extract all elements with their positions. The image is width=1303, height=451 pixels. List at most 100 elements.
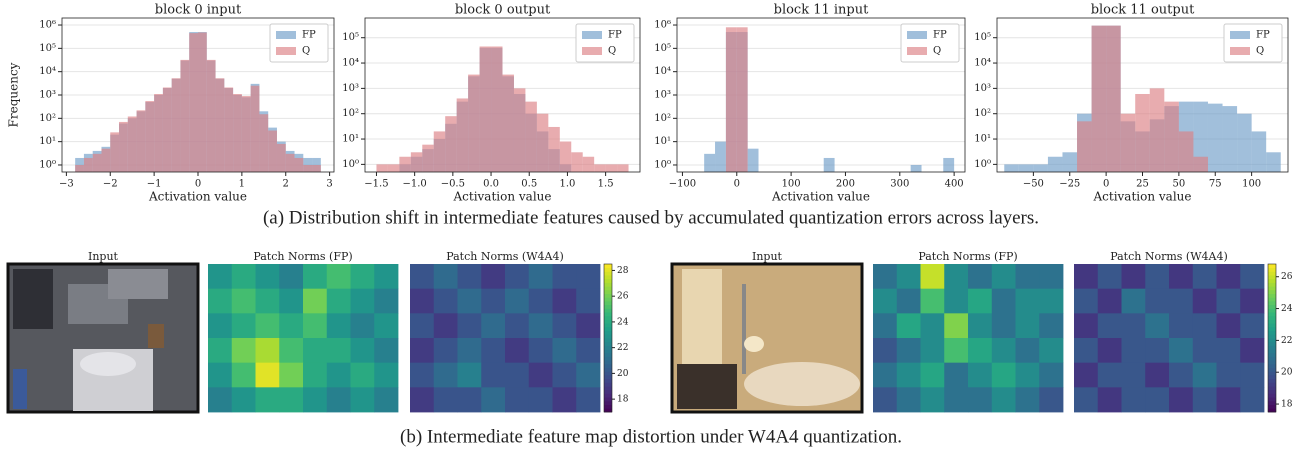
y-tick-label: 10⁵ <box>39 43 56 54</box>
heatmap-cell <box>279 362 304 388</box>
x-tick-label: 1.0 <box>559 179 575 190</box>
x-tick-label: 0 <box>1103 179 1109 190</box>
histogram-bar <box>171 78 181 172</box>
heatmap-cell <box>528 387 553 413</box>
histogram-bar <box>1193 156 1208 172</box>
heatmap-cell <box>576 288 601 314</box>
y-tick-label: 10² <box>654 113 671 124</box>
heatmap-cell <box>303 313 328 339</box>
y-tick-label: 10⁴ <box>654 66 671 77</box>
x-tick-label: 3 <box>326 179 332 190</box>
colorbar-segment <box>1268 315 1276 320</box>
y-tick-label: 10² <box>342 108 359 119</box>
heatmap-cell <box>505 288 530 314</box>
histogram-bar <box>1237 113 1252 172</box>
histogram-bar <box>206 59 216 172</box>
heatmap-cell <box>944 362 969 388</box>
histogram-bar <box>154 94 163 172</box>
heatmap-cell <box>303 387 328 413</box>
heatmap-cell <box>326 264 351 290</box>
heatmap-cell <box>374 313 399 339</box>
heatmap-cell <box>1074 313 1099 339</box>
heatmap-cell <box>920 313 945 339</box>
histogram-bar <box>1062 152 1078 172</box>
colorbar-segment <box>604 375 612 380</box>
heatmap-cell <box>1015 264 1040 290</box>
legend-label: Q <box>608 46 616 57</box>
x-tick-label: 200 <box>836 179 855 190</box>
histogram-bar <box>525 101 537 172</box>
panel-title: Patch Norms (FP) <box>253 250 352 263</box>
histogram-bar <box>1149 88 1165 172</box>
colorbar-segment <box>1268 297 1276 302</box>
legend-swatch <box>907 47 927 55</box>
colorbar-segment <box>1268 378 1276 383</box>
y-tick-label: 10² <box>974 108 991 119</box>
legend-label: FP <box>302 30 316 41</box>
histogram-bar <box>250 85 260 172</box>
heatmap-cell <box>991 387 1016 413</box>
heatmap-cell <box>896 338 921 364</box>
heatmap-cell <box>1240 338 1265 364</box>
photo-detail <box>744 336 764 352</box>
x-tick-label: −0.5 <box>441 179 465 190</box>
heatmap-cell <box>576 387 601 413</box>
axes-frame <box>676 17 966 173</box>
heatmap-cell <box>528 362 553 388</box>
heatmap-cell <box>968 387 993 413</box>
histogram-bar <box>1047 156 1063 172</box>
histogram-bar <box>594 164 606 172</box>
colorbar-segment <box>604 349 612 354</box>
x-tick-label: −1.5 <box>364 179 388 190</box>
heatmap-cell <box>1015 387 1040 413</box>
panel-title: Patch Norms (W4A4) <box>1110 250 1228 263</box>
histogram-bar <box>1091 25 1107 173</box>
colorbar-tick-label: 20 <box>617 369 629 379</box>
heatmap-cell <box>1192 362 1217 388</box>
colorbar-segment <box>1268 275 1276 280</box>
heatmap-cell <box>1216 264 1241 290</box>
heatmap-cell <box>896 288 921 314</box>
histogram-bar <box>241 96 251 172</box>
heatmap-cell <box>1145 264 1170 290</box>
heatmap-cell <box>255 338 280 364</box>
heatmap-cell <box>991 264 1016 290</box>
heatmap-cell <box>873 362 898 388</box>
histogram-bar <box>127 116 137 172</box>
heatmap-cell <box>1169 362 1194 388</box>
histogram-bar <box>276 143 286 172</box>
colorbar-segment <box>604 382 612 387</box>
colorbar-segment <box>1268 349 1276 354</box>
colorbar-segment <box>1268 408 1276 413</box>
x-tick-label: 0 <box>734 179 740 190</box>
heatmap-cell <box>326 338 351 364</box>
histogram-bar <box>1106 25 1121 173</box>
heatmap-cell <box>1145 362 1170 388</box>
heatmap-cell <box>1121 387 1146 413</box>
colorbar-segment <box>604 397 612 402</box>
colorbar-segment <box>604 323 612 328</box>
heatmap-cell <box>279 338 304 364</box>
heatmap-cell <box>1216 362 1241 388</box>
histogram-bar <box>136 110 146 172</box>
heatmap-cell <box>576 264 601 290</box>
axes-frame <box>364 17 641 173</box>
colorbar-segment <box>1268 375 1276 380</box>
x-tick-label: 100 <box>1242 179 1261 190</box>
colorbar-frame <box>1267 263 1277 413</box>
colorbar-segment <box>1268 278 1276 283</box>
histogram-bar <box>571 152 583 172</box>
histogram-bar <box>422 144 434 172</box>
heatmap-cell <box>528 288 553 314</box>
legend-box <box>900 23 960 63</box>
histogram-bar <box>456 98 469 172</box>
heatmap-cell <box>1074 362 1099 388</box>
legend-swatch <box>582 47 602 55</box>
x-tick-label: −50 <box>1023 179 1044 190</box>
colorbar-tick-label: 22 <box>617 343 628 353</box>
histogram-bar <box>433 131 446 172</box>
histogram-bar <box>83 157 93 172</box>
histogram-bar <box>101 148 111 172</box>
colorbar-tick-label: 26 <box>617 292 629 302</box>
heatmap-cell <box>1169 387 1194 413</box>
